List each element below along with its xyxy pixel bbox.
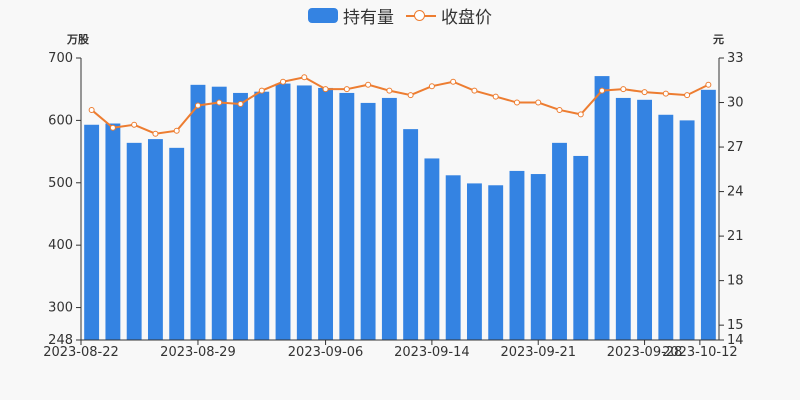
line-point <box>237 101 244 108</box>
bar <box>126 142 142 340</box>
bar <box>615 97 631 341</box>
line-point <box>577 111 584 118</box>
right-tick-label: 30 <box>727 96 744 111</box>
line-point <box>322 86 329 93</box>
left-tick-label: 500 <box>48 176 73 191</box>
line-point <box>365 81 372 88</box>
bar <box>84 124 100 340</box>
bar <box>573 155 589 340</box>
line-point <box>684 92 691 99</box>
line-point <box>471 87 478 94</box>
line-point <box>343 86 350 93</box>
right-tick-label: 24 <box>727 185 744 200</box>
line-point <box>428 83 435 90</box>
right-tick-label: 33 <box>727 51 744 66</box>
line-swatch-icon <box>406 8 436 24</box>
line-point <box>641 89 648 96</box>
bar <box>530 174 546 340</box>
line-point <box>131 121 138 128</box>
legend-label-close-price: 收盘价 <box>441 8 492 28</box>
bar <box>381 97 397 341</box>
line-point <box>152 130 159 137</box>
bar <box>360 102 376 341</box>
x-tick-label: 2023-09-21 <box>500 345 576 360</box>
bar <box>233 92 248 340</box>
line-point <box>258 87 265 94</box>
right-axis-name: 元 <box>713 33 724 46</box>
bar <box>147 139 163 340</box>
line-point <box>407 92 414 99</box>
bar <box>658 114 674 340</box>
line-point <box>513 99 520 106</box>
left-tick-label: 400 <box>48 238 73 253</box>
line-point <box>492 93 499 100</box>
x-tick-label: 2023-08-22 <box>43 345 119 360</box>
right-tick-label: 15 <box>727 318 744 333</box>
legend: 持有量 收盘价 <box>0 3 800 28</box>
bar <box>679 120 695 341</box>
line-point <box>662 90 669 97</box>
line-point <box>301 74 308 81</box>
x-tick-label: 2023-09-28 <box>607 345 683 360</box>
bar <box>445 175 461 340</box>
line-point <box>556 106 563 113</box>
bar-swatch-icon <box>308 8 338 23</box>
bar <box>318 87 334 340</box>
legend-item-holdings[interactable]: 持有量 <box>308 3 394 28</box>
line-point <box>88 106 95 113</box>
line-point <box>450 78 457 85</box>
bar <box>190 84 206 341</box>
x-tick-label: 2023-09-14 <box>394 345 470 360</box>
line-point <box>173 127 180 134</box>
bar <box>296 85 312 340</box>
left-tick-label: 700 <box>48 51 73 66</box>
right-tick-label: 14 <box>727 333 744 348</box>
bar <box>169 147 185 340</box>
x-tick-label: 2023-09-06 <box>288 345 364 360</box>
right-tick-label: 27 <box>727 140 744 155</box>
bar <box>254 91 270 340</box>
line-point <box>280 78 287 85</box>
legend-item-close-price[interactable]: 收盘价 <box>406 3 492 28</box>
left-tick-label: 600 <box>48 113 73 128</box>
line-point <box>620 86 627 93</box>
left-tick-label: 300 <box>48 301 73 316</box>
bar <box>552 142 567 340</box>
bar <box>105 123 121 340</box>
right-tick-label: 21 <box>727 229 744 244</box>
x-tick-label: 2023-10-12 <box>662 345 738 360</box>
bar <box>424 158 440 340</box>
bar <box>637 99 653 340</box>
bar <box>211 86 227 340</box>
line-point <box>535 99 542 106</box>
close-price-line <box>90 76 709 135</box>
bar <box>339 92 355 340</box>
line-point <box>194 102 201 109</box>
bar <box>403 129 419 340</box>
bar <box>466 183 482 340</box>
right-tick-label: 18 <box>727 274 744 289</box>
bar <box>509 170 525 340</box>
bar <box>488 185 504 340</box>
line-point <box>386 87 393 94</box>
line-point <box>705 81 712 88</box>
bar <box>594 76 610 340</box>
left-axis-name: 万股 <box>67 33 89 46</box>
bar <box>700 89 716 341</box>
x-tick-label: 2023-08-29 <box>160 345 236 360</box>
line-point <box>599 87 606 94</box>
bar <box>275 83 291 340</box>
left-tick-label: 248 <box>48 333 73 348</box>
line-point <box>216 99 223 106</box>
legend-label-holdings: 持有量 <box>343 8 394 28</box>
line-point <box>109 124 116 131</box>
